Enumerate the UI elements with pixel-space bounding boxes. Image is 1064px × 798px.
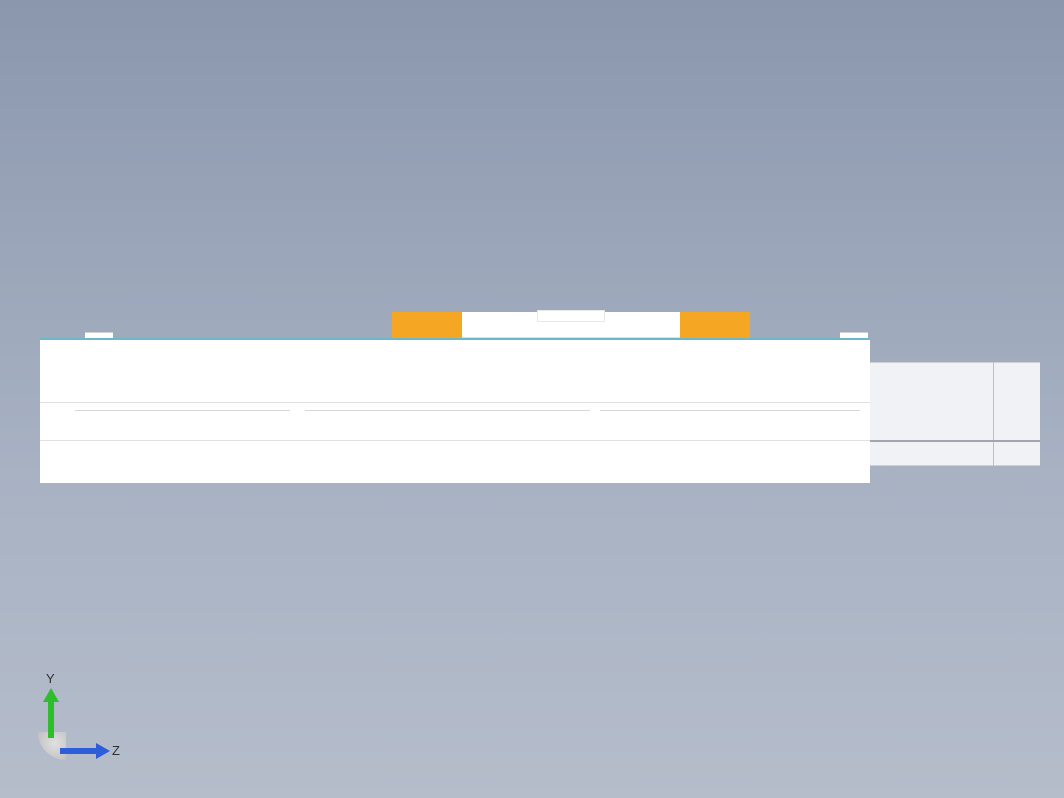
cad-viewport[interactable]: Y Z xyxy=(0,0,1064,798)
axis-triad[interactable]: Y Z xyxy=(20,678,110,768)
y-axis-line xyxy=(48,700,54,738)
model-segment-3 xyxy=(600,410,860,411)
y-axis-label: Y xyxy=(46,671,55,686)
model-right-divider xyxy=(993,362,994,466)
z-axis-arrow-icon xyxy=(96,743,110,759)
model-tab-left xyxy=(392,312,462,338)
model-center-raised xyxy=(537,310,605,322)
y-axis-arrow-icon xyxy=(43,688,59,702)
model-segment-2 xyxy=(305,410,590,411)
model-edge-line-2 xyxy=(40,440,870,441)
model-edge-line-1 xyxy=(40,402,870,403)
model-segment-1 xyxy=(75,410,290,411)
z-axis-line xyxy=(60,748,98,754)
model-right-extension xyxy=(870,362,1040,466)
model-tab-right xyxy=(680,312,750,338)
z-axis-label: Z xyxy=(112,743,120,758)
model-right-hline xyxy=(870,440,1040,442)
model-container xyxy=(40,312,1040,492)
